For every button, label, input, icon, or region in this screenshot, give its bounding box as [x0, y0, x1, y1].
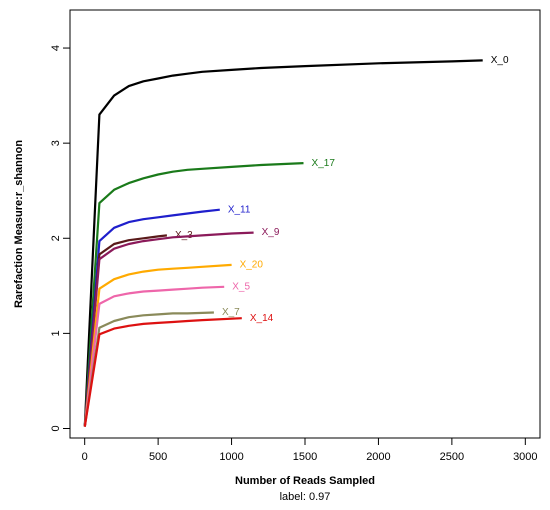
series-line-x-11: [83, 208, 220, 427]
series-line-x-9: [83, 231, 254, 427]
series-label-x-20: X_20: [240, 260, 264, 271]
y-axis-title: Rarefaction Measure:r_shannon: [13, 140, 25, 308]
series-line-x-3: [83, 234, 168, 427]
series-label-x-14: X_14: [250, 313, 274, 324]
series-line-x-0: [83, 59, 483, 427]
series-label-x-17: X_17: [312, 158, 336, 169]
x-tick-label: 500: [149, 451, 167, 463]
y-tick-label: 0: [50, 425, 62, 431]
series-line-x-20: [83, 263, 232, 427]
x-tick-label: 2000: [366, 451, 390, 463]
plot-frame: [69, 9, 541, 439]
series-line-x-7: [83, 311, 214, 427]
y-tick-label: 2: [50, 235, 62, 241]
series-label-x-0: X_0: [491, 55, 509, 66]
x-tick-label: 0: [82, 451, 88, 463]
y-axis: 0 1 2 3 4: [50, 45, 71, 432]
series-label-x-7: X_7: [222, 307, 240, 318]
series-line-x-17: [83, 162, 304, 427]
series-label-x-9: X_9: [262, 227, 280, 238]
x-tick-label: 1500: [293, 451, 317, 463]
x-axis-title: Number of Reads Sampled: [235, 475, 375, 487]
y-tick-label: 1: [50, 330, 62, 336]
y-tick-label: 3: [50, 140, 62, 146]
x-tick-label: 3000: [513, 451, 537, 463]
x-tick-label: 2500: [440, 451, 464, 463]
series-label-x-11: X_11: [228, 204, 251, 215]
chart-subtitle: label: 0.97: [280, 491, 331, 503]
series-line-x-5: [83, 285, 225, 427]
series-label-x-5: X_5: [232, 281, 250, 292]
x-axis: 0 500 1000 1500 2000 2500 3000: [82, 437, 538, 463]
x-tick-label: 1000: [219, 451, 243, 463]
series-group: X_0X_17X_11X_3 X_9X_20X_5X_7X_14: [83, 55, 509, 427]
series-line-x-14: [83, 317, 242, 427]
y-tick-label: 4: [50, 45, 62, 51]
